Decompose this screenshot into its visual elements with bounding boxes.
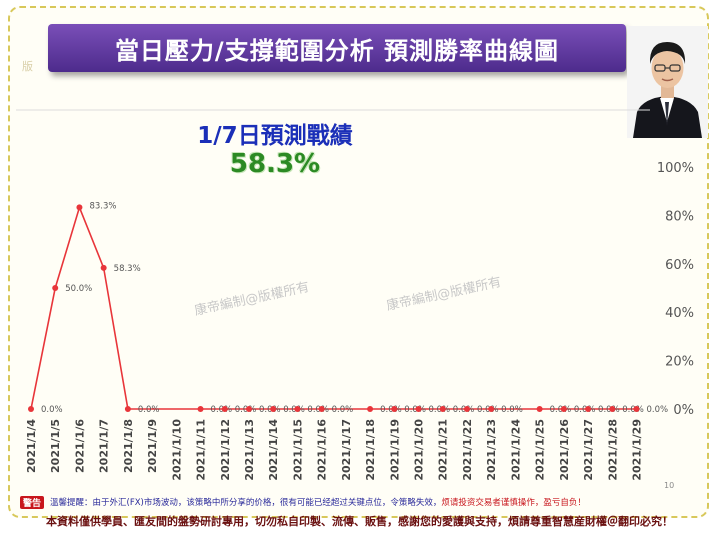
y-tick-label: 80% — [665, 209, 694, 224]
x-tick-label: 2021/1/27 — [582, 419, 595, 481]
page-number: 10 — [664, 481, 675, 490]
x-tick-label: 2021/1/29 — [631, 419, 644, 481]
data-label: 0.0% — [307, 405, 329, 415]
x-tick-label: 2021/1/8 — [122, 419, 135, 473]
data-label: 0.0% — [41, 405, 63, 415]
y-tick-label: 40% — [665, 306, 694, 321]
presenter-avatar-icon — [627, 26, 708, 138]
data-point — [221, 406, 228, 412]
title-banner: 當日壓力/支撐範圍分析 預測勝率曲線圖 — [48, 24, 626, 72]
data-label: 0.0% — [550, 405, 572, 415]
data-label: 0.0% — [622, 405, 644, 415]
x-tick-label: 2021/1/14 — [267, 419, 280, 481]
slide-frame — [8, 6, 709, 518]
x-tick-label: 2021/1/17 — [340, 419, 353, 481]
data-label: 0.0% — [574, 405, 596, 415]
data-point — [609, 406, 616, 412]
data-label: 0.0% — [235, 405, 257, 415]
x-tick-label: 2021/1/26 — [558, 419, 571, 481]
warning-row: 警告 溫馨提醒：由于外汇(FX)市场波动，该策略中所分享的价格，很有可能已经超过… — [20, 495, 700, 509]
x-tick-label: 2021/1/16 — [316, 419, 329, 481]
data-point — [124, 406, 131, 412]
x-tick-label: 2021/1/6 — [73, 419, 86, 473]
x-tick-label: 2021/1/13 — [243, 419, 256, 481]
x-tick-label: 2021/1/9 — [146, 419, 159, 473]
data-point — [318, 406, 325, 412]
x-tick-label: 2021/1/25 — [534, 419, 547, 481]
x-tick-label: 2021/1/5 — [49, 419, 62, 473]
x-tick-label: 2021/1/10 — [170, 419, 183, 481]
data-label: 0.0% — [404, 405, 426, 415]
data-point — [28, 406, 34, 412]
data-label: 58.3% — [114, 264, 141, 274]
data-point — [488, 406, 495, 412]
data-point — [560, 406, 567, 412]
data-point — [463, 406, 470, 412]
data-point — [76, 204, 83, 211]
x-tick-label: 2021/1/24 — [509, 419, 522, 481]
data-label: 0.0% — [453, 405, 475, 415]
data-label: 50.0% — [65, 284, 92, 294]
warning-text: 溫馨提醒：由于外汇(FX)市场波动，该策略中所分享的价格，很有可能已经超过关键点… — [50, 496, 586, 508]
warning-badge: 警告 — [20, 495, 45, 509]
y-tick-label: 0% — [673, 403, 694, 418]
x-tick-label: 2021/1/19 — [388, 419, 401, 481]
y-tick-label: 100% — [657, 161, 694, 176]
result-title: 1/7日預測戰績 — [197, 123, 353, 149]
data-point — [294, 406, 301, 412]
result-win-rate: 58.3% — [229, 149, 321, 179]
copyright-footer: 本資料僅供學員、匯友間的盤勢研討專用，切勿私自印製、流傳、販售，感謝您的愛護與支… — [46, 515, 673, 528]
data-point — [100, 264, 107, 271]
x-tick-label: 2021/1/18 — [364, 419, 377, 481]
data-point — [633, 406, 640, 412]
data-label: 0.0% — [501, 405, 523, 415]
warning-text-red: 烦请投资交易者谨慎操作，盈亏自负！ — [441, 498, 586, 508]
x-tick-label: 2021/1/21 — [437, 419, 450, 481]
warning-text-main: 溫馨提醒：由于外汇(FX)市场波动，该策略中所分享的价格，很有可能已经超过关键点… — [50, 498, 442, 508]
x-tick-label: 2021/1/22 — [461, 419, 474, 481]
x-tick-label: 2021/1/11 — [195, 419, 208, 481]
data-label: 0.0% — [332, 405, 354, 415]
header-watermark-left: 版 — [22, 60, 33, 73]
data-point — [367, 406, 374, 412]
data-label: 0.0% — [429, 405, 451, 415]
data-label: 0.0% — [477, 405, 499, 415]
data-label: 0.0% — [598, 405, 620, 415]
data-label: 0.0% — [283, 405, 305, 415]
data-label: 83.3% — [89, 201, 116, 211]
page-title: 當日壓力/支撐範圍分析 預測勝率曲線圖 — [114, 36, 560, 65]
x-tick-label: 2021/1/15 — [291, 419, 304, 481]
x-tick-label: 2021/1/20 — [413, 419, 426, 481]
data-point — [585, 406, 592, 412]
data-point — [197, 406, 204, 412]
presenter-photo — [627, 26, 708, 138]
y-tick-label: 20% — [665, 355, 694, 370]
data-label: 0.0% — [647, 405, 669, 415]
data-point — [391, 406, 398, 412]
data-point — [245, 406, 252, 412]
x-tick-label: 2021/1/12 — [219, 419, 232, 481]
data-point — [439, 406, 446, 412]
data-label: 0.0% — [211, 405, 233, 415]
series-line — [30, 204, 637, 410]
data-point — [270, 406, 277, 412]
x-tick-label: 2021/1/7 — [98, 419, 111, 473]
data-point — [536, 406, 543, 412]
x-tick-label: 2021/1/4 — [25, 419, 38, 473]
data-label: 0.0% — [380, 405, 402, 415]
x-tick-label: 2021/1/23 — [485, 419, 498, 481]
x-tick-label: 2021/1/28 — [606, 419, 619, 481]
data-label: 0.0% — [138, 405, 160, 415]
data-point — [52, 285, 59, 291]
y-tick-label: 60% — [665, 258, 694, 273]
data-label: 0.0% — [259, 405, 281, 415]
data-point — [415, 406, 422, 412]
